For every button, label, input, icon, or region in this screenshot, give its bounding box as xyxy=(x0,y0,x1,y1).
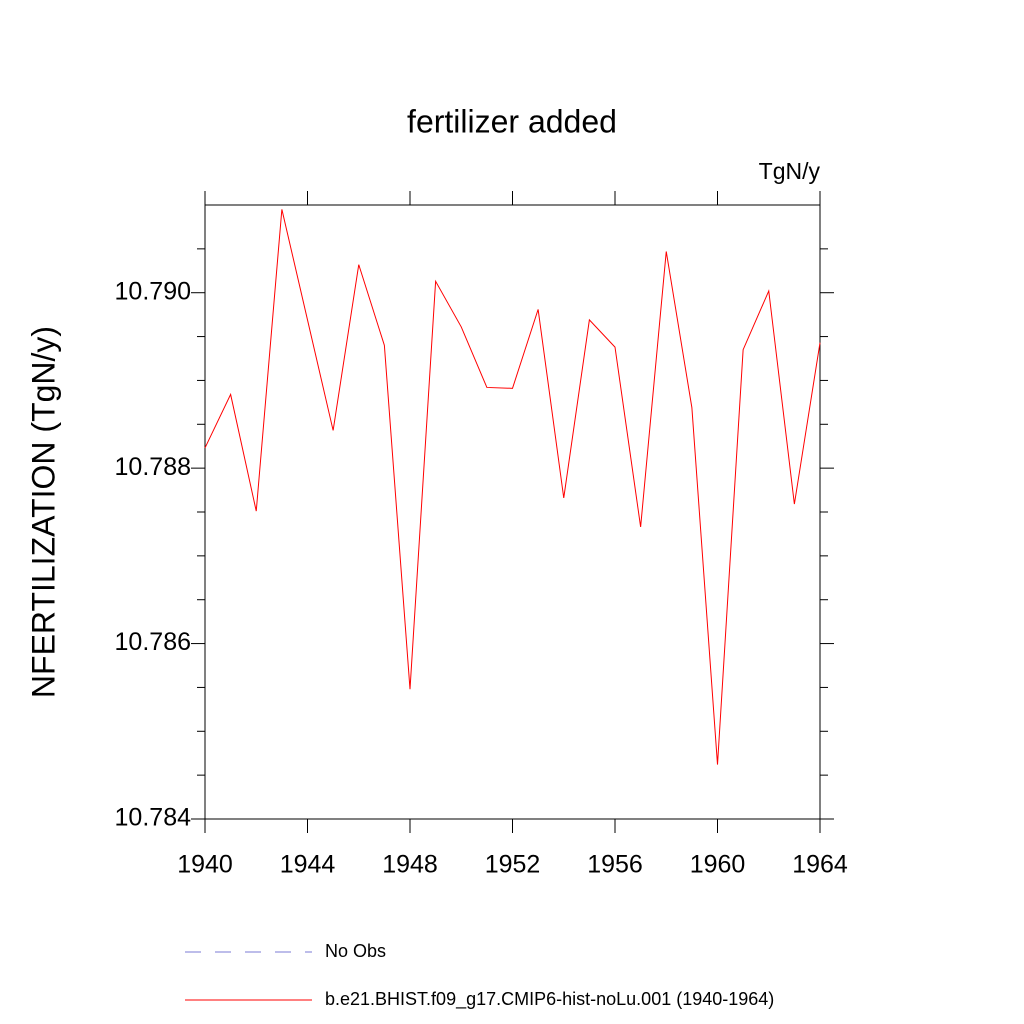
plot-frame xyxy=(204,204,821,820)
data-line xyxy=(204,209,821,765)
x-tick-label: 1940 xyxy=(177,851,233,879)
legend-label: b.e21.BHIST.f09_g17.CMIP6-hist-noLu.001 … xyxy=(325,989,774,1010)
x-tick-label: 1964 xyxy=(792,851,848,879)
y-axis-label: NFERTILIZATION (TgN/y) xyxy=(25,326,61,698)
x-tick-label: 1956 xyxy=(587,851,643,879)
x-tick-label: 1944 xyxy=(280,851,336,879)
x-tick-label: 1948 xyxy=(382,851,438,879)
x-tick-label: 1960 xyxy=(690,851,746,879)
x-tick-label: 1952 xyxy=(485,851,541,879)
y-tick-label: 10.790 xyxy=(115,277,191,305)
units-label: TgN/y xyxy=(759,158,821,184)
y-tick-label: 10.784 xyxy=(115,804,192,832)
y-tick-label: 10.786 xyxy=(115,628,191,656)
legend-label: No Obs xyxy=(325,941,386,961)
chart-title: fertilizer added xyxy=(407,103,617,139)
y-tick-label: 10.788 xyxy=(115,453,191,481)
